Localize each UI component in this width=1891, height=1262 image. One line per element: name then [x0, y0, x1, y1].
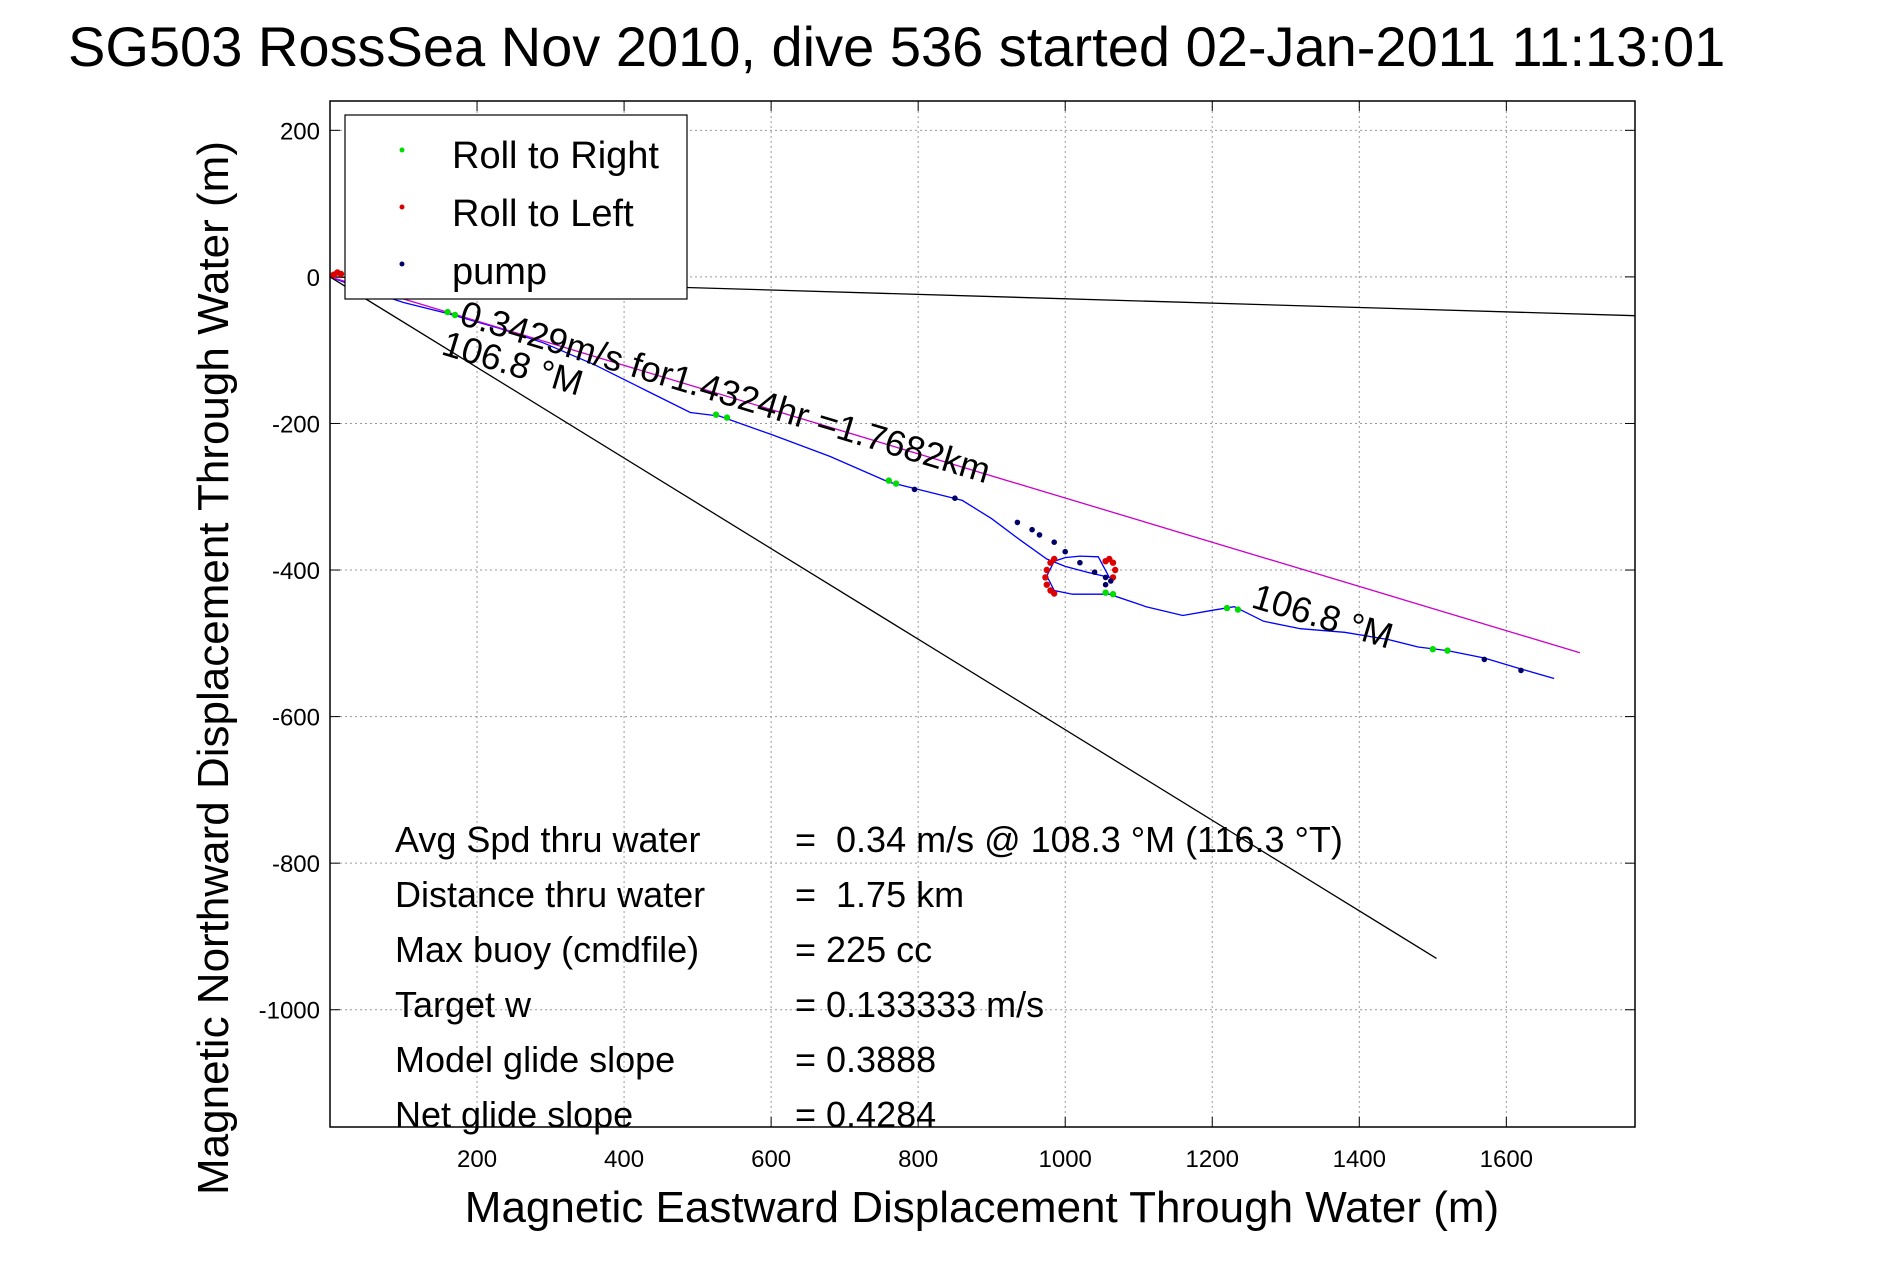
stat-label-max-buoy: Max buoy (cmdfile)	[395, 929, 699, 970]
roll_left-point	[1042, 574, 1049, 581]
stat-label-net-glide: Net glide slope	[395, 1094, 633, 1135]
x-tick-label: 1200	[1186, 1146, 1239, 1173]
pump-point	[1014, 519, 1021, 526]
legend-label-pump: pump	[452, 251, 547, 293]
legend-marker-roll-right	[399, 147, 405, 153]
stat-value-avg-speed: = 0.34 m/s @ 108.3 °M (116.3 °T)	[795, 819, 1343, 860]
roll_right-point	[444, 308, 451, 316]
pump-point	[1102, 581, 1109, 588]
pump-point	[1051, 539, 1057, 545]
pump-point	[1102, 574, 1109, 581]
pump-point	[1091, 569, 1098, 575]
x-tick-label: 200	[457, 1146, 497, 1173]
legend-marker-pump	[399, 261, 405, 267]
roll_right-point	[1429, 646, 1437, 653]
roll_left-point	[1047, 559, 1054, 566]
roll_right-point	[1234, 606, 1242, 613]
roll_right-point	[451, 311, 459, 319]
roll_right-point	[892, 480, 900, 487]
pump-point	[1077, 559, 1083, 566]
chart-title: SG503 RossSea Nov 2010, dive 536 started…	[68, 15, 1725, 78]
x-tick-label: 600	[751, 1146, 791, 1173]
roll_right-point	[885, 477, 892, 484]
stats-block: Avg Spd thru water = 0.34 m/s @ 108.3 °M…	[395, 819, 1343, 1135]
stat-label-target-w: Target w	[395, 984, 532, 1025]
roll_left-point	[1051, 590, 1058, 597]
stat-label-avg-speed: Avg Spd thru water	[395, 819, 701, 860]
stat-label-distance: Distance thru water	[395, 874, 705, 915]
x-tick-label: 1400	[1333, 1146, 1386, 1173]
track-line	[329, 276, 1555, 680]
roll_left-point	[1112, 566, 1119, 574]
legend-marker-roll-left	[399, 204, 405, 210]
roll_right-point	[723, 414, 731, 421]
pump-point	[952, 495, 958, 502]
data-markers	[330, 269, 1524, 674]
x-tick-label: 800	[898, 1146, 938, 1173]
stat-value-max-buoy: = 225 cc	[795, 929, 932, 970]
roll_right-point	[712, 411, 720, 418]
pump-point	[911, 486, 918, 493]
roll_left-point	[337, 270, 345, 278]
pump-point	[1481, 656, 1488, 663]
x-tick-labels: 200 400 600 800 1000 1200 1400 1600	[457, 1146, 1533, 1173]
x-tick-label: 1000	[1039, 1146, 1092, 1173]
x-tick-label: 400	[604, 1146, 644, 1173]
roll_right-point	[1102, 589, 1109, 596]
pump-point	[1062, 548, 1068, 555]
y-tick-label: -800	[272, 851, 320, 878]
roll_right-point	[1444, 647, 1451, 654]
y-axis-label: Magnetic Northward Displacement Through …	[189, 141, 238, 1195]
y-tick-label: 0	[307, 265, 320, 292]
legend-label-roll-left: Roll to Left	[452, 193, 634, 235]
legend-label-roll-right: Roll to Right	[452, 135, 659, 177]
stat-value-net-glide: = 0.4284	[795, 1094, 936, 1135]
y-tick-label: -600	[272, 705, 320, 732]
x-tick-label: 1600	[1480, 1146, 1533, 1173]
pump-point	[1108, 578, 1114, 584]
pump-point	[1029, 526, 1035, 533]
stat-value-distance: = 1.75 km	[795, 874, 964, 915]
stat-value-model-glide: = 0.3888	[795, 1039, 936, 1080]
pump-point	[1518, 667, 1524, 674]
stat-label-model-glide: Model glide slope	[395, 1039, 675, 1080]
y-tick-labels: 200 0 -200 -400 -600 -800 -1000	[259, 118, 320, 1024]
y-tick-label: -400	[272, 558, 320, 585]
roll_left-point	[1043, 566, 1051, 574]
roll_left-point	[1043, 581, 1051, 588]
stat-value-target-w: = 0.133333 m/s	[795, 984, 1044, 1025]
roll_right-point	[1109, 591, 1117, 598]
legend: Roll to Right Roll to Left pump	[344, 114, 688, 300]
y-tick-label: 200	[280, 118, 320, 145]
roll_left-point	[1109, 559, 1117, 566]
heading_reference-line	[329, 276, 1581, 654]
y-tick-label: -200	[272, 411, 320, 438]
x-axis-label: Magnetic Eastward Displacement Through W…	[465, 1183, 1499, 1232]
roll_right-point	[1223, 604, 1231, 612]
y-tick-label: -1000	[259, 998, 320, 1025]
heading_line-line	[329, 276, 1437, 959]
plot-frame	[329, 100, 1636, 1128]
pump-point	[1036, 532, 1043, 538]
